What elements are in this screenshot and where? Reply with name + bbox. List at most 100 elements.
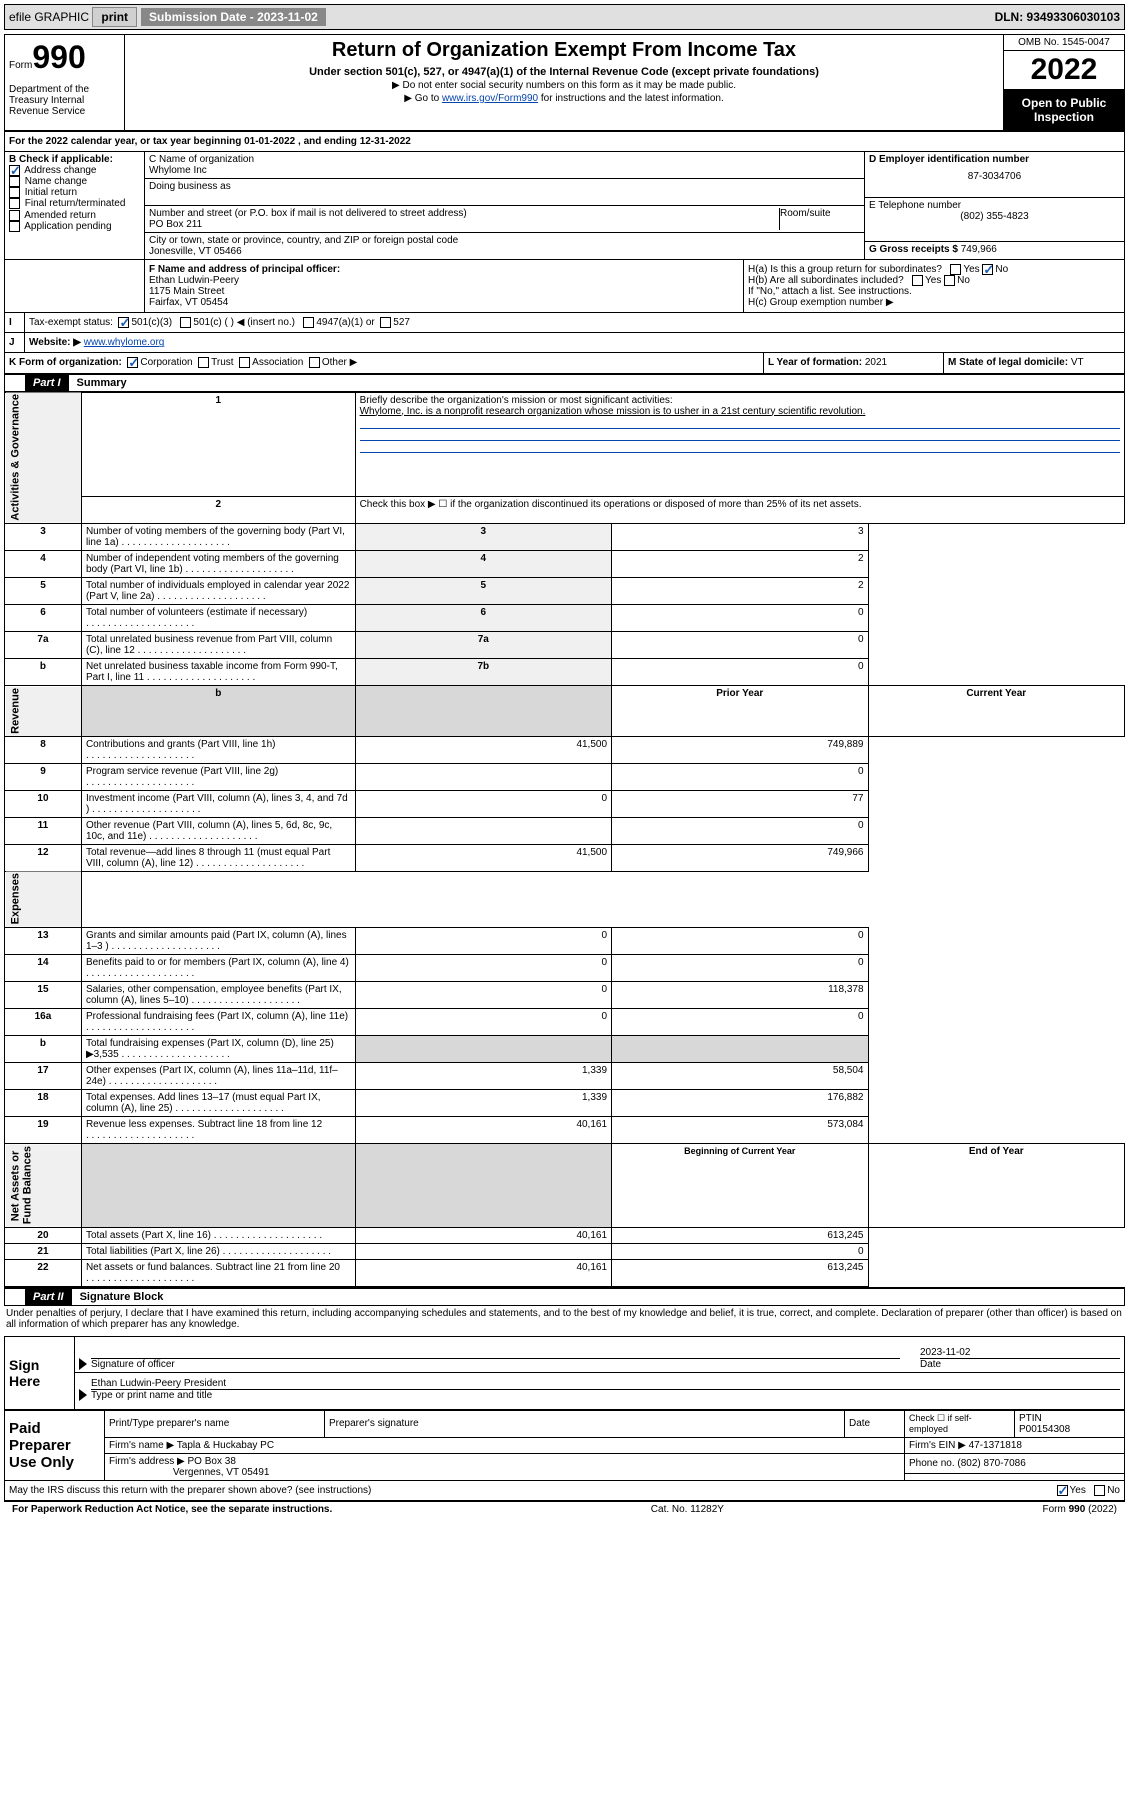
form-number: Form990 [9, 39, 120, 76]
signer-name: Ethan Ludwin-Peery President [91, 1378, 1120, 1389]
paid-title: Paid Preparer Use Only [5, 1410, 105, 1480]
vlabel-governance: Activities & Governance [5, 392, 82, 524]
sign-block: Sign Here Signature of officer 2023-11-0… [4, 1336, 1125, 1410]
summary-table: Activities & Governance 1 Briefly descri… [4, 392, 1125, 1287]
table-row: 20Total assets (Part X, line 16) 40,1616… [5, 1227, 1125, 1243]
submission-date: Submission Date - 2023-11-02 [141, 8, 326, 26]
table-row: 6Total number of volunteers (estimate if… [5, 605, 1125, 632]
label-ha: H(a) Is this a group return for subordin… [748, 264, 942, 275]
website-link[interactable]: www.whylome.org [84, 337, 165, 348]
dln: DLN: 93493306030103 [995, 10, 1120, 24]
table-row: 22Net assets or fund balances. Subtract … [5, 1259, 1125, 1286]
table-row: 12Total revenue—add lines 8 through 11 (… [5, 844, 1125, 871]
vlabel-expenses: Expenses [5, 871, 82, 927]
table-row: bTotal fundraising expenses (Part IX, co… [5, 1036, 1125, 1063]
form-note-2: ▶ Go to www.irs.gov/Form990 for instruct… [129, 93, 999, 104]
j-row: J Website: ▶ www.whylome.org [4, 333, 1125, 353]
arrow-icon [79, 1389, 87, 1401]
b-checkbox-item[interactable]: Application pending [9, 221, 140, 232]
chk-corp[interactable] [127, 357, 138, 368]
label-hc: H(c) Group exemption number ▶ [748, 297, 1120, 308]
table-row: 7aTotal unrelated business revenue from … [5, 632, 1125, 659]
label-city: City or town, state or province, country… [149, 235, 860, 246]
arrow-icon [79, 1358, 87, 1370]
table-row: 17Other expenses (Part IX, column (A), l… [5, 1063, 1125, 1090]
table-row: 10Investment income (Part VIII, column (… [5, 790, 1125, 817]
klm-row: K Form of organization: Corporation Trus… [4, 353, 1125, 374]
paid-h2: Preparer's signature [325, 1410, 845, 1437]
identity-block: B Check if applicable: Address change Na… [4, 152, 1125, 260]
ha-no[interactable] [982, 264, 993, 275]
ein: 87-3034706 [869, 171, 1120, 182]
officer-addr2: Fairfax, VT 05454 [149, 297, 739, 308]
label-addr: Number and street (or P.O. box if mail i… [149, 208, 779, 219]
table-row: 16aProfessional fundraising fees (Part I… [5, 1009, 1125, 1036]
tax-year: 2022 [1004, 51, 1124, 90]
irs-link[interactable]: www.irs.gov/Form990 [442, 93, 538, 104]
chk-501c[interactable] [180, 317, 191, 328]
hb-no[interactable] [944, 275, 955, 286]
chk-501c3[interactable] [118, 317, 129, 328]
efile-label: efile GRAPHIC [9, 10, 89, 24]
paid-h3: Date [845, 1410, 905, 1437]
table-row: 21Total liabilities (Part X, line 26) 0 [5, 1243, 1125, 1259]
table-row: 13Grants and similar amounts paid (Part … [5, 928, 1125, 955]
b-checkbox-item[interactable]: Initial return [9, 187, 140, 198]
footer-mid: Cat. No. 11282Y [651, 1504, 724, 1515]
ha-yes[interactable] [950, 264, 961, 275]
sig-officer-label: Signature of officer [91, 1358, 900, 1370]
top-bar: efile GRAPHIC print Submission Date - 20… [4, 4, 1125, 30]
paid-h1: Print/Type preparer's name [105, 1410, 325, 1437]
part1-bar: Part I Summary [4, 375, 1125, 392]
label-hb: H(b) Are all subordinates included? [748, 275, 904, 286]
paid-preparer-table: Paid Preparer Use Only Print/Type prepar… [4, 1410, 1125, 1481]
firm-addr2: Vergennes, VT 05491 [173, 1467, 270, 1478]
table-row: bNet unrelated business taxable income f… [5, 659, 1125, 686]
b-checkbox-item[interactable]: Address change [9, 165, 140, 176]
sign-date-val: 2023-11-02 [920, 1347, 1120, 1358]
table-row: 19Revenue less expenses. Subtract line 1… [5, 1117, 1125, 1144]
org-name: Whylome Inc [149, 165, 860, 176]
chk-527[interactable] [380, 317, 391, 328]
table-row: 9Program service revenue (Part VIII, lin… [5, 763, 1125, 790]
name-label: Type or print name and title [91, 1389, 1120, 1401]
chk-assoc[interactable] [239, 357, 250, 368]
table-row: 5Total number of individuals employed in… [5, 578, 1125, 605]
label-g-gross: G Gross receipts $ [869, 244, 958, 255]
hb-yes[interactable] [912, 275, 923, 286]
officer-addr1: 1175 Main Street [149, 286, 739, 297]
discuss-yes[interactable] [1057, 1485, 1068, 1496]
page-footer: For Paperwork Reduction Act Notice, see … [4, 1501, 1125, 1517]
f-h-block: F Name and address of principal officer:… [4, 260, 1125, 313]
chk-other[interactable] [309, 357, 320, 368]
form-title: Return of Organization Exempt From Incom… [129, 39, 999, 62]
table-row: 3Number of voting members of the governi… [5, 524, 1125, 551]
label-dba: Doing business as [149, 181, 860, 192]
print-button[interactable]: print [92, 7, 137, 27]
b-checkbox-item[interactable]: Final return/terminated [9, 198, 140, 209]
table-row: 11Other revenue (Part VIII, column (A), … [5, 817, 1125, 844]
firm-addr1: PO Box 38 [188, 1456, 236, 1467]
paid-h5: PTIN [1019, 1413, 1120, 1424]
label-d-ein: D Employer identification number [869, 154, 1120, 165]
chk-4947[interactable] [303, 317, 314, 328]
chk-trust[interactable] [198, 357, 209, 368]
line2: Check this box ▶ ☐ if the organization d… [355, 497, 1124, 524]
table-row: 4Number of independent voting members of… [5, 551, 1125, 578]
omb-number: OMB No. 1545-0047 [1004, 35, 1124, 51]
vlabel-revenue: Revenue [5, 686, 82, 737]
b-checkbox-item[interactable]: Name change [9, 176, 140, 187]
form-subtitle: Under section 501(c), 527, or 4947(a)(1)… [129, 66, 999, 78]
open-inspection: Open to Public Inspection [1004, 90, 1124, 130]
sign-here-label: Sign Here [5, 1337, 75, 1409]
discuss-row: May the IRS discuss this return with the… [4, 1481, 1125, 1501]
col-end: End of Year [868, 1144, 1125, 1227]
mission-text: Whylome, Inc. is a nonprofit research or… [360, 406, 1120, 417]
col-begin: Beginning of Current Year [612, 1144, 868, 1227]
label-f-officer: F Name and address of principal officer: [149, 264, 739, 275]
label-room: Room/suite [780, 208, 860, 230]
b-checkbox-item[interactable]: Amended return [9, 210, 140, 221]
table-row: 8Contributions and grants (Part VIII, li… [5, 736, 1125, 763]
discuss-no[interactable] [1094, 1485, 1105, 1496]
dept-label: Department of the Treasury Internal Reve… [9, 84, 120, 117]
